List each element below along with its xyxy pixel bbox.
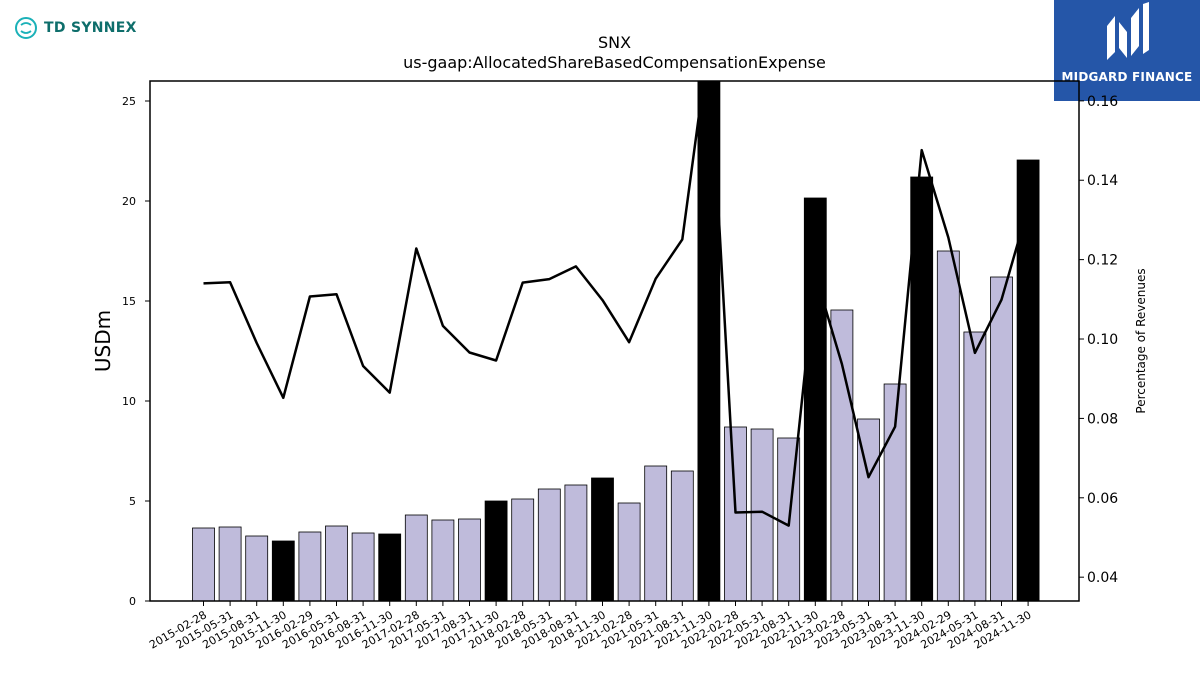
y2-tick-label: 0.12 bbox=[1087, 253, 1118, 269]
bar-2018-02-28 bbox=[511, 498, 535, 601]
bar-2024-08-31 bbox=[990, 276, 1013, 601]
bar-series bbox=[192, 81, 1040, 601]
bar-2015-02-28 bbox=[192, 527, 215, 601]
bar-2022-02-28 bbox=[724, 426, 747, 601]
bar-2015-11-30 bbox=[271, 540, 295, 601]
bar-2024-05-31 bbox=[963, 331, 987, 601]
bar-2018-11-30 bbox=[591, 477, 614, 601]
bar-2022-05-31 bbox=[750, 428, 774, 601]
y2-tick-label: 0.10 bbox=[1087, 332, 1118, 348]
bar-2017-02-28 bbox=[404, 514, 428, 601]
pct-revenue-line bbox=[203, 81, 1030, 527]
bar-2021-08-31 bbox=[670, 470, 694, 601]
y-tick-label: 20 bbox=[122, 195, 136, 208]
bar-2017-11-30 bbox=[484, 500, 508, 601]
x-axis: 2015-02-282015-05-312015-08-312015-11-30… bbox=[147, 601, 1034, 652]
bar-2018-08-31 bbox=[564, 484, 588, 601]
y2-tick-label: 0.08 bbox=[1087, 411, 1118, 427]
y-axis-left: 0 5 10 15 20 25 bbox=[122, 95, 150, 608]
y2-tick-label: 0.04 bbox=[1087, 570, 1118, 586]
bar-2024-11-30 bbox=[1016, 159, 1040, 601]
bar-2016-05-31 bbox=[325, 525, 348, 601]
y-tick-label: 5 bbox=[129, 495, 136, 508]
bar-2021-05-31 bbox=[644, 465, 668, 601]
plot-frame bbox=[149, 80, 1080, 602]
pct-revenue-series bbox=[203, 81, 1030, 527]
bar-2017-05-31 bbox=[431, 519, 455, 601]
bar-2024-02-29 bbox=[936, 250, 960, 601]
y2-tick-label: 0.16 bbox=[1087, 94, 1118, 110]
chart-title: SNX bbox=[598, 33, 631, 52]
chart-subtitle: us-gaap:AllocatedShareBasedCompensationE… bbox=[403, 53, 826, 72]
td-synnex-logo: TD SYNNEX bbox=[14, 14, 137, 42]
y2-tick-label: 0.06 bbox=[1087, 491, 1118, 507]
y-tick-label: 25 bbox=[122, 95, 136, 108]
bar-2023-02-28 bbox=[830, 309, 854, 601]
td-synnex-mark-icon bbox=[15, 17, 37, 39]
y2-axis-label: Percentage of Revenues bbox=[1134, 268, 1148, 413]
y-axis-right: 0.04 0.06 0.08 0.10 0.12 0.14 0.16 bbox=[1079, 94, 1118, 586]
midgard-finance-logo-text: MIDGARD FINANCE bbox=[1061, 70, 1193, 84]
y-axis-label: USDm bbox=[91, 310, 115, 372]
bar-2016-11-30 bbox=[378, 533, 402, 601]
bar-2015-05-31 bbox=[218, 526, 242, 601]
y-tick-label: 0 bbox=[129, 595, 136, 608]
bar-2021-02-28 bbox=[617, 502, 641, 601]
bar-2016-02-29 bbox=[298, 531, 322, 601]
y2-tick-label: 0.14 bbox=[1087, 173, 1118, 189]
bar-2018-05-31 bbox=[537, 488, 561, 601]
bar-2015-08-31 bbox=[245, 535, 269, 601]
bar-2017-08-31 bbox=[458, 518, 481, 601]
midgard-m-mark-icon bbox=[1107, 2, 1149, 60]
y-tick-label: 10 bbox=[122, 395, 136, 408]
bar-2023-11-30 bbox=[910, 176, 934, 601]
bar-2016-08-31 bbox=[351, 532, 375, 601]
bar-2022-11-30 bbox=[803, 197, 827, 601]
bar-2021-11-30 bbox=[697, 81, 721, 601]
td-synnex-logo-text: TD SYNNEX bbox=[44, 20, 137, 36]
y-tick-label: 15 bbox=[122, 295, 136, 308]
